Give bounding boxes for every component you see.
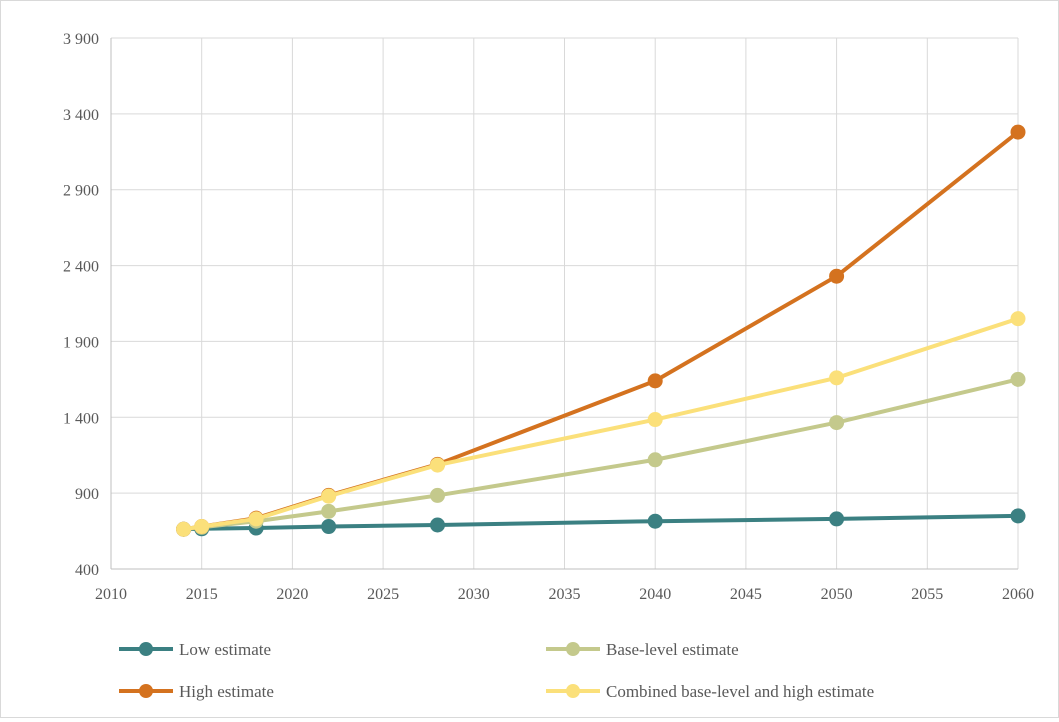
data-point[interactable]	[648, 412, 663, 427]
data-point[interactable]	[194, 519, 209, 534]
x-tick-labels: 2010 2015 2020 2025 2030 2035 2040 2045 2050 2055…	[95, 586, 1034, 603]
x-tick-label: 2010	[95, 586, 127, 603]
x-tick-label: 2020	[276, 586, 308, 603]
legend: Low estimate Base-level estimate High es…	[119, 640, 874, 701]
data-point[interactable]	[430, 518, 445, 533]
data-point[interactable]	[321, 519, 336, 534]
x-tick-label: 2015	[186, 586, 218, 603]
legend-swatch-base-marker	[566, 642, 580, 656]
series-line	[184, 319, 1018, 530]
x-tick-label: 2035	[549, 586, 581, 603]
data-point[interactable]	[430, 488, 445, 503]
data-point[interactable]	[1011, 125, 1026, 140]
data-point[interactable]	[648, 514, 663, 529]
series-0	[176, 508, 1025, 536]
y-tick-label: 3 900	[63, 31, 99, 48]
series-1	[176, 372, 1025, 537]
data-point[interactable]	[321, 504, 336, 519]
legend-label-low: Low estimate	[179, 640, 271, 659]
series-group	[176, 125, 1025, 537]
x-tick-label: 2050	[821, 586, 853, 603]
y-tick-label: 400	[75, 562, 99, 579]
x-tick-label: 2040	[639, 586, 671, 603]
x-tick-label: 2055	[911, 586, 943, 603]
data-point[interactable]	[1011, 311, 1026, 326]
series-2	[176, 125, 1025, 537]
data-point[interactable]	[1011, 372, 1026, 387]
data-point[interactable]	[829, 370, 844, 385]
series-line	[184, 516, 1018, 529]
y-tick-label: 2 900	[63, 183, 99, 200]
data-point[interactable]	[648, 452, 663, 467]
x-tick-label: 2045	[730, 586, 762, 603]
data-point[interactable]	[829, 511, 844, 526]
y-tick-labels: 400 900 1 400 1 900 2 400 2 900 3 400 3 900	[63, 31, 99, 579]
legend-item-low[interactable]: Low estimate	[119, 640, 271, 659]
y-tick-label: 3 400	[63, 107, 99, 124]
legend-swatch-combined-marker	[566, 684, 580, 698]
legend-item-base[interactable]: Base-level estimate	[546, 640, 739, 659]
legend-label-combined: Combined base-level and high estimate	[606, 682, 874, 701]
gridlines	[111, 38, 1018, 569]
x-tick-label: 2060	[1002, 586, 1034, 603]
y-tick-label: 1 900	[63, 334, 99, 351]
legend-label-high: High estimate	[179, 682, 274, 701]
legend-label-base: Base-level estimate	[606, 640, 739, 659]
x-tick-label: 2025	[367, 586, 399, 603]
data-point[interactable]	[321, 489, 336, 504]
legend-swatch-high-marker	[139, 684, 153, 698]
legend-item-high[interactable]: High estimate	[119, 682, 274, 701]
y-tick-label: 2 400	[63, 259, 99, 276]
data-point[interactable]	[176, 522, 191, 537]
series-3	[176, 311, 1025, 537]
data-point[interactable]	[430, 458, 445, 473]
data-point[interactable]	[1011, 508, 1026, 523]
data-point[interactable]	[829, 415, 844, 430]
y-tick-label: 900	[75, 486, 99, 503]
x-tick-label: 2030	[458, 586, 490, 603]
legend-swatch-low-marker	[139, 642, 153, 656]
data-point[interactable]	[648, 373, 663, 388]
data-point[interactable]	[249, 511, 264, 526]
legend-item-combined[interactable]: Combined base-level and high estimate	[546, 682, 874, 701]
y-tick-label: 1 400	[63, 410, 99, 427]
data-point[interactable]	[829, 269, 844, 284]
